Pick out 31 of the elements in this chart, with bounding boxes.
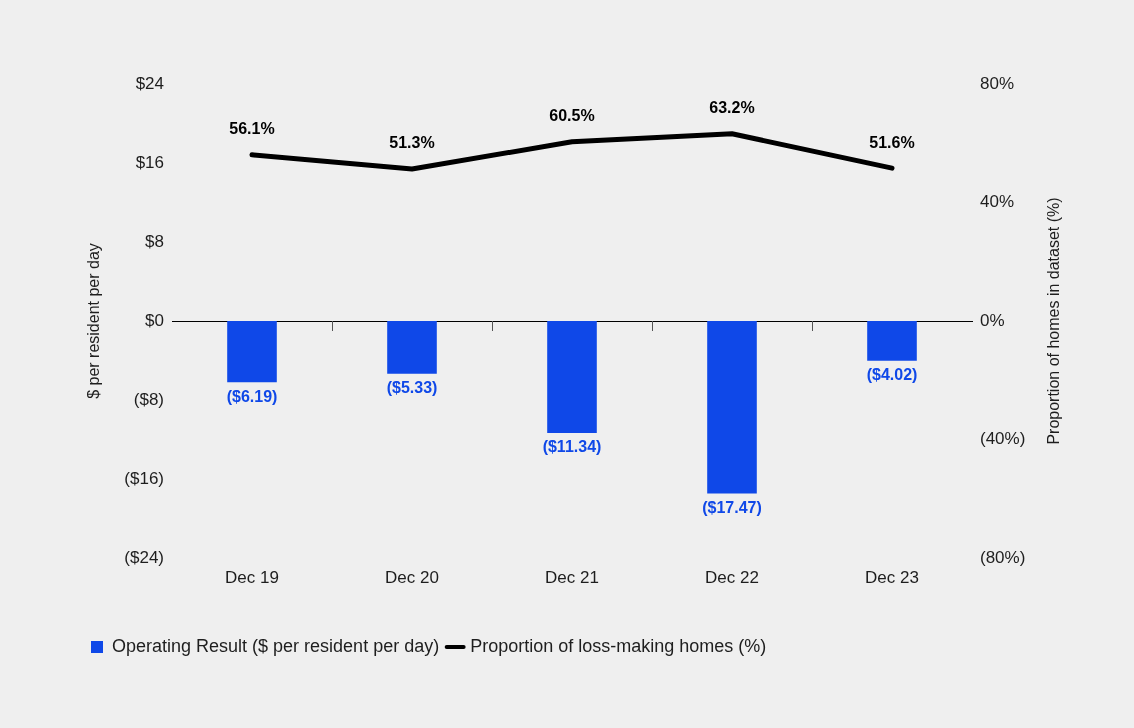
data-label: 60.5% [549, 107, 595, 125]
data-label: ($5.33) [386, 379, 438, 397]
x-tick-label: Dec 19 [225, 567, 279, 587]
y-tick-label: $24 [135, 73, 164, 93]
y2-tick-label: 0% [980, 310, 1005, 330]
data-label: ($4.02) [866, 366, 918, 384]
x-tick-label: Dec 20 [385, 567, 439, 587]
data-label: 51.6% [869, 133, 915, 151]
y2-tick-label: 40% [980, 192, 1015, 212]
y-tick-label: ($24) [124, 547, 164, 567]
y-tick-label: $16 [135, 152, 164, 172]
data-label: ($6.19) [226, 387, 278, 405]
y-tick-label: ($16) [124, 468, 164, 488]
y-tick-label: $8 [145, 231, 164, 251]
y2-tick-label: 80% [980, 73, 1015, 93]
x-tick-label: Dec 23 [865, 567, 919, 587]
y-axis-title: $ per resident per day [85, 243, 103, 399]
data-label: 63.2% [709, 99, 755, 117]
data-label: ($17.47) [702, 498, 762, 516]
y2-tick-label: (80%) [980, 547, 1026, 567]
y-tick-label: ($8) [133, 389, 164, 409]
data-label: ($11.34) [542, 438, 602, 456]
x-tick-label: Dec 21 [545, 567, 599, 587]
y2-tick-label: (40%) [980, 429, 1026, 449]
data-label: 51.3% [389, 134, 435, 152]
y2-axis-title: Proportion of homes in dataset (%) [1045, 197, 1063, 445]
legend-label: Proportion of loss-making homes (%) [470, 635, 767, 656]
data-label: 56.1% [229, 120, 275, 138]
x-tick-label: Dec 22 [705, 567, 759, 587]
legend-label: Operating Result ($ per resident per day) [112, 635, 440, 656]
y-tick-label: $0 [145, 310, 164, 330]
